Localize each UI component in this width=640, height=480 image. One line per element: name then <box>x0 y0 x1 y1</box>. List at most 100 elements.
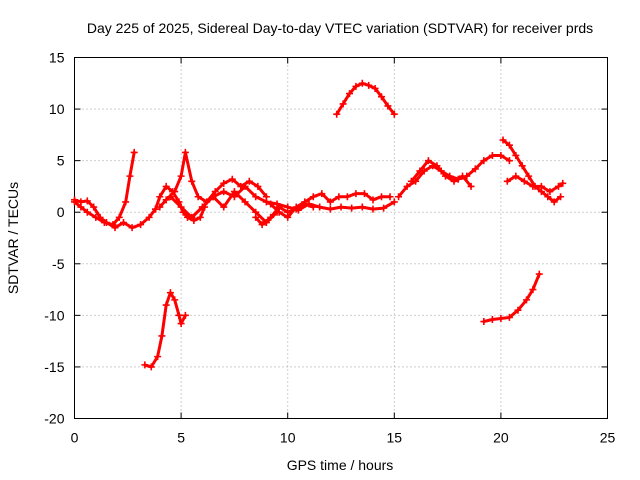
data-point-marker <box>371 84 379 92</box>
data-point-marker <box>520 177 528 185</box>
data-point-marker <box>407 177 415 185</box>
series-track <box>254 202 315 227</box>
data-point-marker <box>171 188 179 196</box>
data-point-marker <box>352 82 360 90</box>
data-point-marker <box>83 197 91 205</box>
data-point-marker <box>450 177 458 185</box>
y-tick-label: 5 <box>57 153 65 169</box>
data-point-marker <box>220 188 228 196</box>
data-point-marker <box>503 177 511 185</box>
data-point-marker <box>177 203 185 211</box>
data-point-marker <box>71 196 78 204</box>
data-point-marker <box>137 221 145 229</box>
data-point-marker <box>316 203 324 211</box>
data-point-marker <box>162 301 170 309</box>
x-tick-label: 10 <box>280 430 296 446</box>
data-point-marker <box>284 208 292 216</box>
series-track <box>482 272 541 323</box>
data-point-marker <box>126 172 134 180</box>
data-point-marker <box>196 213 204 221</box>
data-point-marker <box>267 200 275 208</box>
data-point-marker <box>318 190 326 198</box>
data-point-marker <box>497 151 505 159</box>
data-point-marker <box>326 205 334 213</box>
data-point-marker <box>499 136 507 144</box>
data-point-marker <box>337 203 345 211</box>
data-point-marker <box>181 311 189 319</box>
data-point-marker <box>550 198 558 206</box>
series-arc-14 <box>503 172 567 196</box>
data-point-marker <box>343 193 351 201</box>
data-point-marker <box>83 208 91 216</box>
data-point-marker <box>145 213 153 221</box>
series-track <box>143 291 187 369</box>
data-point-marker <box>309 203 317 211</box>
series-arc-10 <box>141 289 189 371</box>
data-point-marker <box>378 93 386 101</box>
data-point-marker <box>369 196 377 204</box>
data-point-marker <box>360 190 368 198</box>
y-tick-label: -5 <box>52 256 65 272</box>
data-point-marker <box>262 198 270 206</box>
data-point-marker <box>522 296 530 304</box>
series-track <box>505 174 565 194</box>
series-track <box>409 159 473 188</box>
data-point-marker <box>557 193 565 201</box>
data-point-marker <box>166 289 174 297</box>
data-point-marker <box>90 203 98 211</box>
data-point-marker <box>156 193 164 201</box>
series-arc-9 <box>333 79 398 118</box>
data-point-marker <box>252 213 260 221</box>
series-track <box>397 154 511 199</box>
y-axis-tick-labels: 15 10 5 0 -5 -10 -15 -20 <box>44 50 64 427</box>
x-axis-tick-labels: 0 5 10 15 20 25 <box>71 430 616 446</box>
x-axis-label: GPS time / hours <box>287 457 394 473</box>
data-point-marker <box>348 204 356 212</box>
data-point-marker <box>111 224 119 232</box>
data-point-marker <box>505 157 513 165</box>
data-point-marker <box>115 213 123 221</box>
series-arc-8 <box>252 200 317 229</box>
data-point-marker <box>514 306 522 314</box>
data-point-marker <box>292 205 300 213</box>
data-point-marker <box>211 188 219 196</box>
data-point-marker <box>194 193 202 201</box>
data-point-marker <box>188 213 196 221</box>
data-point-marker <box>230 193 238 201</box>
series-track <box>335 81 396 116</box>
data-point-marker <box>333 110 341 118</box>
x-tick-label: 25 <box>600 430 616 446</box>
data-point-marker <box>162 196 170 204</box>
data-point-marker <box>339 100 347 108</box>
data-point-marker <box>395 193 403 201</box>
data-point-marker <box>96 213 104 221</box>
data-point-marker <box>158 332 166 340</box>
data-point-marker <box>369 205 377 213</box>
series-arc-11 <box>395 151 513 201</box>
data-point-marker <box>488 315 496 323</box>
data-point-marker <box>177 320 185 328</box>
y-tick-label: 10 <box>49 101 65 117</box>
data-point-marker <box>365 81 373 89</box>
data-point-marker <box>181 148 189 156</box>
data-point-marker <box>537 182 545 190</box>
data-point-marker <box>120 219 128 227</box>
data-point-marker <box>559 179 567 187</box>
data-point-marker <box>358 203 366 211</box>
data-point-marker <box>390 198 398 206</box>
data-point-marker <box>346 90 354 98</box>
data-point-marker <box>505 141 513 149</box>
data-point-marker <box>467 182 475 190</box>
data-point-marker <box>505 313 513 321</box>
data-point-marker <box>459 172 467 180</box>
data-point-marker <box>384 102 392 110</box>
data-point-marker <box>258 221 266 229</box>
data-point-marker <box>130 148 138 156</box>
data-point-marker <box>441 172 449 180</box>
data-point-marker <box>433 162 441 170</box>
data-point-marker <box>241 198 249 206</box>
series-layer <box>71 79 567 371</box>
data-point-marker <box>245 177 253 185</box>
data-point-marker <box>416 167 424 175</box>
x-tick-label: 5 <box>177 430 185 446</box>
